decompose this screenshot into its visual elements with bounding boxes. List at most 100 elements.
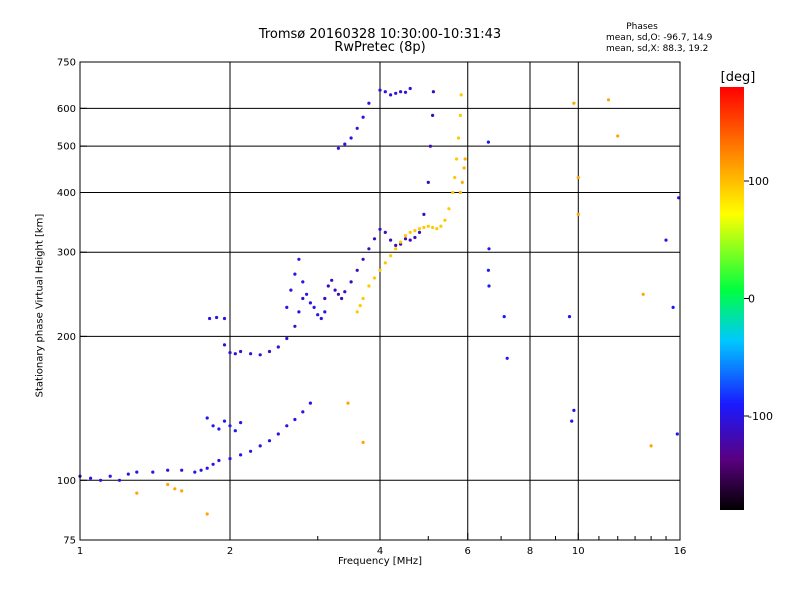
data-point — [117, 478, 122, 482]
data-point — [249, 352, 253, 356]
data-point — [333, 288, 337, 292]
data-point — [208, 316, 212, 321]
colorbar-tick-label: 100 — [748, 175, 769, 188]
data-point — [502, 315, 506, 319]
data-point — [173, 487, 177, 491]
data-point — [249, 449, 253, 453]
data-point — [486, 268, 490, 272]
data-point — [228, 351, 232, 355]
data-point — [346, 401, 350, 405]
data-point — [403, 90, 408, 94]
y-tick-label: 750 — [57, 58, 76, 69]
data-point — [361, 115, 365, 119]
data-point — [422, 225, 426, 230]
data-point — [417, 227, 422, 231]
data-point — [394, 243, 398, 247]
x-axis-label: Frequency [MHz] — [337, 556, 423, 567]
phases-o-mode-stats: mean, sd,O: -96.7, 14.9 — [606, 33, 713, 43]
data-point — [323, 310, 327, 314]
data-point — [276, 432, 280, 436]
data-point — [276, 345, 280, 349]
data-point — [455, 157, 459, 161]
grid-lines — [80, 62, 680, 540]
data-point — [451, 190, 455, 195]
colorbar-tick-label: -100 — [748, 410, 773, 423]
data-point — [199, 468, 203, 472]
data-point — [316, 313, 320, 317]
data-point — [570, 419, 574, 423]
data-point — [462, 166, 466, 170]
data-point — [222, 419, 227, 423]
data-point — [435, 227, 439, 231]
data-point — [606, 98, 611, 102]
y-tick-label: 75 — [63, 536, 76, 547]
data-point — [649, 444, 653, 448]
data-point — [383, 90, 387, 94]
data-point — [293, 272, 297, 276]
data-point — [126, 472, 130, 476]
x-tick-label: 2 — [227, 546, 233, 557]
data-point — [308, 301, 312, 305]
data-point — [505, 356, 509, 360]
x-tick-label: 4 — [377, 546, 383, 557]
data-point — [343, 142, 347, 146]
data-point — [308, 401, 312, 405]
data-point — [389, 238, 393, 242]
x-tick-label: 16 — [674, 546, 687, 557]
y-tick-label: 600 — [57, 104, 76, 115]
data-point — [487, 284, 491, 288]
data-points — [78, 86, 681, 516]
data-point — [285, 336, 289, 341]
data-point — [361, 440, 365, 444]
data-point — [349, 136, 353, 140]
y-tick-label: 500 — [57, 142, 76, 153]
data-point — [267, 439, 272, 443]
data-point — [572, 101, 576, 105]
data-point — [343, 290, 347, 294]
data-point — [355, 126, 359, 130]
phases-x-mode-stats: mean, sd,X: 88.3, 19.2 — [606, 44, 709, 54]
data-point — [403, 237, 408, 241]
data-point — [233, 429, 237, 433]
data-point — [326, 284, 330, 288]
data-point — [567, 315, 572, 319]
data-point — [413, 229, 417, 233]
data-point — [408, 238, 412, 242]
data-point — [372, 237, 377, 241]
data-point — [408, 230, 412, 234]
x-tick-label: 1 — [77, 546, 83, 557]
data-point — [180, 468, 184, 472]
data-point — [233, 352, 237, 356]
colorbar — [720, 87, 744, 510]
data-point — [459, 93, 463, 97]
data-point — [367, 247, 371, 251]
data-point — [166, 468, 170, 472]
data-point — [426, 224, 430, 228]
data-point — [336, 146, 340, 150]
data-point — [336, 292, 340, 296]
data-point — [239, 453, 243, 457]
axis-ticks: 1 2 4 6 8 10 16 75 100 200 300 400 500 600 750 — [57, 58, 686, 558]
data-point — [486, 140, 490, 144]
data-point — [180, 489, 184, 493]
y-tick-label: 300 — [57, 248, 76, 259]
data-point — [297, 310, 301, 314]
y-tick-label: 400 — [57, 188, 76, 199]
data-point — [426, 180, 430, 184]
y-tick-label: 200 — [57, 332, 76, 343]
data-point — [355, 268, 359, 272]
data-point — [108, 474, 112, 478]
data-point — [312, 305, 316, 309]
data-point — [228, 424, 232, 428]
data-point — [301, 296, 305, 301]
data-point — [297, 257, 301, 261]
data-point — [413, 235, 417, 240]
data-point — [417, 230, 422, 234]
data-point — [456, 136, 461, 140]
data-point — [89, 476, 93, 480]
data-point — [135, 470, 139, 474]
data-point — [378, 227, 382, 231]
data-point — [458, 190, 462, 195]
data-point — [211, 424, 215, 428]
data-point — [205, 466, 209, 470]
